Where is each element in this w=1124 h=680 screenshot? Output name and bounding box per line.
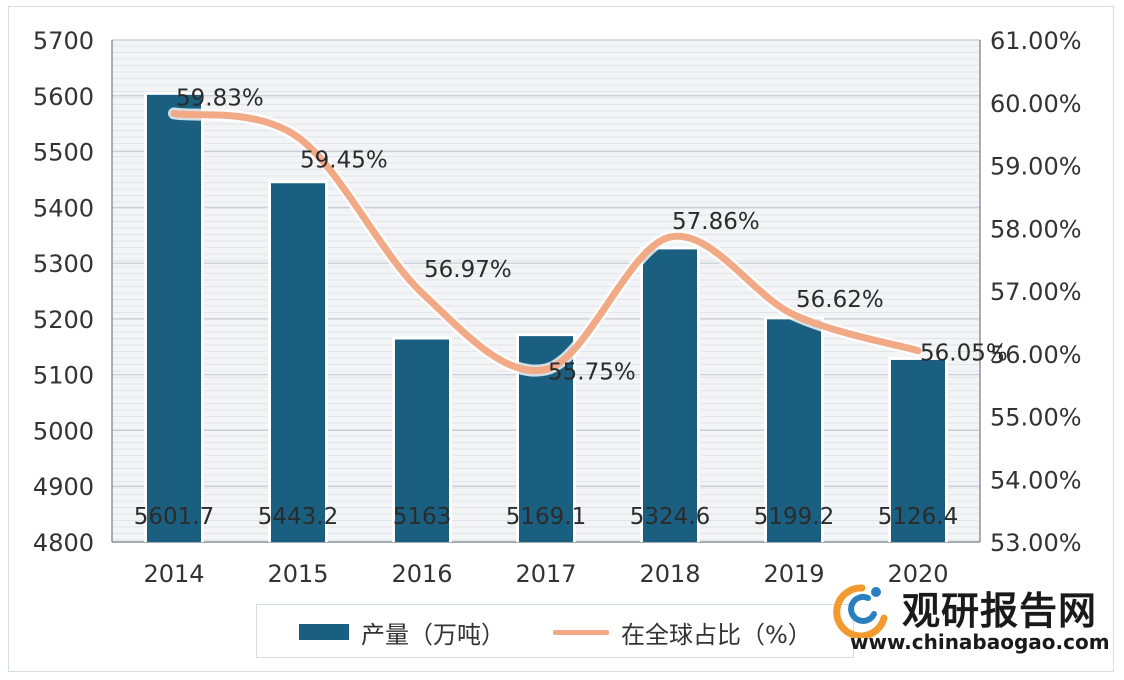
bar-value-label: 5169.1 [506,504,586,530]
legend-line-label: 在全球占比（%） [621,620,812,649]
y-left-tick-label: 5000 [33,417,94,445]
bar [643,249,697,542]
y-left-tick-label: 5200 [33,306,94,334]
y-left-tick-label: 5500 [33,139,94,167]
bar [271,183,325,542]
y-left-tick-label: 4800 [33,529,94,557]
y-right-tick-label: 57.00% [990,278,1082,306]
y-right-tick-label: 55.00% [990,404,1082,432]
bar-value-label: 5163 [393,504,452,530]
y-left-tick-label: 5700 [33,27,94,55]
bar-value-label: 5324.6 [630,504,710,530]
x-tick-label: 2015 [267,560,328,588]
x-tick-label: 2016 [391,560,452,588]
x-tick-label: 2020 [887,560,948,588]
line-value-label: 57.86% [672,209,760,235]
legend-line-swatch [553,629,609,635]
x-tick-label: 2017 [515,560,576,588]
legend-item-bar: 产量（万吨） [299,617,505,649]
y-left-tick-label: 5300 [33,250,94,278]
x-tick-label: 2014 [143,560,204,588]
bar [767,319,821,542]
y-left-tick-label: 5400 [33,194,94,222]
x-tick-label: 2019 [763,560,824,588]
y-left-tick-label: 5600 [33,83,94,111]
bar [395,339,449,542]
legend: 产量（万吨） 在全球占比（%） [256,604,854,658]
watermark-logo: 观研报告网 www.chinabaogao.com [824,578,1114,662]
bar-value-label: 5443.2 [258,504,338,530]
legend-bar-label: 产量（万吨） [361,620,505,649]
y-right-tick-label: 61.00% [990,27,1082,55]
line-series [170,109,922,375]
legend-bar-swatch [299,624,349,640]
y-right-tick-label: 58.00% [990,215,1082,243]
y-right-tick-label: 60.00% [990,90,1082,118]
x-tick-label: 2018 [639,560,700,588]
line-value-label: 56.97% [424,257,512,283]
bar-value-label: 5126.4 [878,504,958,530]
bar [891,359,945,542]
bar-value-label: 5199.2 [754,504,834,530]
line-value-label: 59.83% [176,85,264,111]
y-left-tick-label: 5100 [33,362,94,390]
bar-value-label: 5601.7 [134,504,214,530]
y-right-tick-label: 56.00% [990,341,1082,369]
line-value-label: 56.05% [920,341,1008,367]
logo-name: 观研报告网 [902,589,1098,633]
legend-item-line: 在全球占比（%） [553,617,812,649]
y-left-tick-label: 4900 [33,473,94,501]
line-value-label: 59.45% [300,147,388,173]
bar [147,94,201,542]
line-value-label: 55.75% [548,359,636,385]
y-right-tick-label: 53.00% [990,529,1082,557]
y-right-tick-label: 54.00% [990,466,1082,494]
y-right-tick-label: 59.00% [990,153,1082,181]
logo-icon [833,584,888,638]
line-value-label: 56.62% [796,287,884,313]
logo-url: www.chinabaogao.com [850,630,1110,654]
